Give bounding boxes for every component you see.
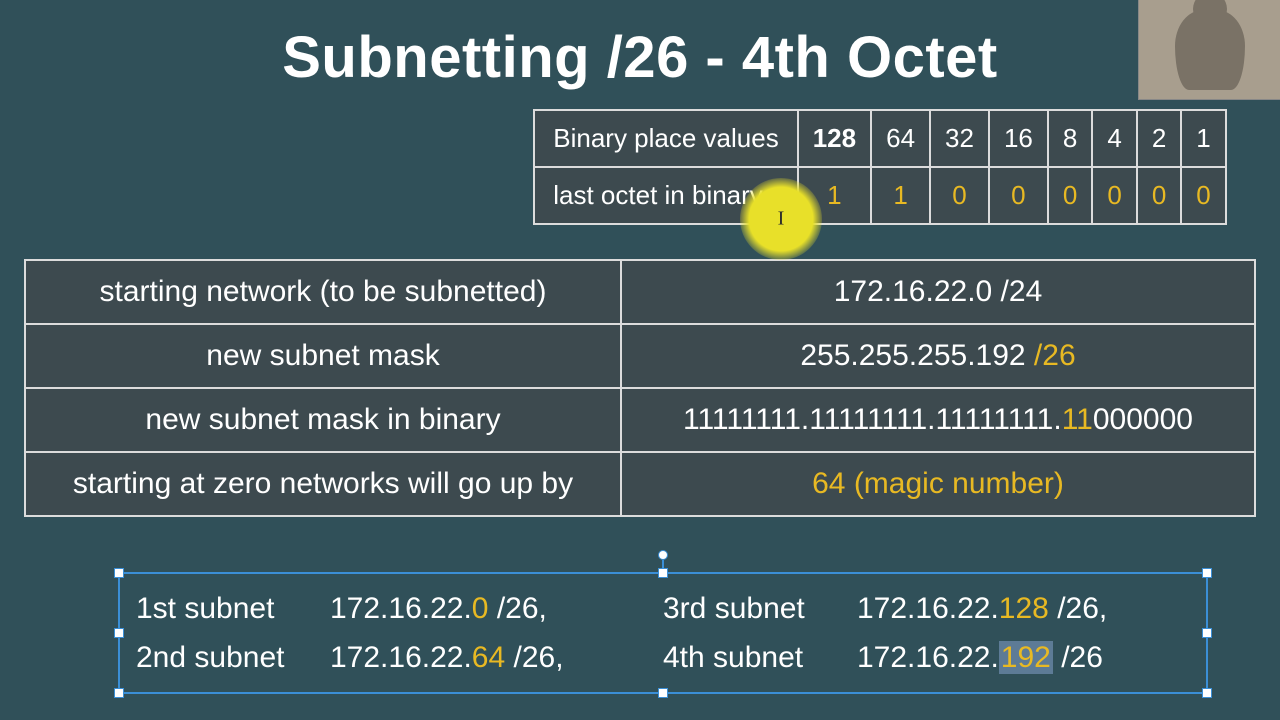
resize-handle-tl[interactable] (114, 568, 124, 578)
subnet-list-selected-box[interactable]: 1st subnet 172.16.22.0 /26, 3rd subnet 1… (118, 572, 1208, 694)
label-new-mask: new subnet mask (25, 324, 621, 388)
value-starting-network: 172.16.22.0 /24 (621, 260, 1255, 324)
bit-1: 0 (1181, 167, 1225, 224)
subnet-3-value: 172.16.22.128 /26, (857, 592, 1107, 626)
subnet-3: 3rd subnet 172.16.22.128 /26, (663, 584, 1190, 633)
subnet-4-value: 172.16.22.192 /26 (857, 641, 1103, 675)
resize-handle-tr[interactable] (1202, 568, 1212, 578)
bit-16: 0 (989, 167, 1048, 224)
subnet-1: 1st subnet 172.16.22.0 /26, (136, 584, 663, 633)
resize-handle-tc[interactable] (658, 568, 668, 578)
row-magic-number: starting at zero networks will go up by … (25, 452, 1255, 516)
place-128: 128 (798, 110, 871, 167)
place-32: 32 (930, 110, 989, 167)
subnet-1-value: 172.16.22.0 /26, (330, 592, 547, 626)
resize-handle-mr[interactable] (1202, 628, 1212, 638)
place-4: 4 (1092, 110, 1136, 167)
bit-8: 0 (1048, 167, 1092, 224)
binary-value-row: last octet in binary 1 1 0 0 0 0 0 0 (534, 167, 1226, 224)
place-2: 2 (1137, 110, 1181, 167)
label-starting-network: starting network (to be subnetted) (25, 260, 621, 324)
subnet-2-value: 172.16.22.64 /26, (330, 641, 564, 675)
value-new-mask-binary: 11111111.11111111.11111111.11000000 (621, 388, 1255, 452)
label-magic-number: starting at zero networks will go up by (25, 452, 621, 516)
bit-128: 1 (798, 167, 871, 224)
label-new-mask-binary: new subnet mask in binary (25, 388, 621, 452)
bit-32: 0 (930, 167, 989, 224)
presenter-silhouette-icon (1175, 10, 1245, 90)
subnet-2-label: 2nd subnet (136, 641, 296, 675)
subnet-4-label: 4th subnet (663, 641, 823, 675)
binary-header-row: Binary place values 128 64 32 16 8 4 2 1 (534, 110, 1226, 167)
rotation-handle-icon[interactable] (658, 550, 668, 560)
place-16: 16 (989, 110, 1048, 167)
subnet-4: 4th subnet 172.16.22.192 /26 (663, 633, 1190, 682)
text-selection: 192 (999, 641, 1053, 674)
subnet-2: 2nd subnet 172.16.22.64 /26, (136, 633, 663, 682)
resize-handle-bc[interactable] (658, 688, 668, 698)
resize-handle-bl[interactable] (114, 688, 124, 698)
binary-value-label: last octet in binary (534, 167, 797, 224)
binary-header-label: Binary place values (534, 110, 797, 167)
subnet-info-table: starting network (to be subnetted) 172.1… (24, 259, 1256, 517)
place-64: 64 (871, 110, 930, 167)
bit-4: 0 (1092, 167, 1136, 224)
row-new-mask: new subnet mask 255.255.255.192 /26 (25, 324, 1255, 388)
slide-title: Subnetting /26 - 4th Octet (0, 0, 1280, 91)
place-8: 8 (1048, 110, 1092, 167)
binary-place-value-table: Binary place values 128 64 32 16 8 4 2 1… (533, 109, 1227, 225)
subnet-1-label: 1st subnet (136, 592, 296, 626)
webcam-overlay (1138, 0, 1280, 100)
bit-64: 1 (871, 167, 930, 224)
subnet-3-label: 3rd subnet (663, 592, 823, 626)
value-new-mask: 255.255.255.192 /26 (621, 324, 1255, 388)
row-new-mask-binary: new subnet mask in binary 11111111.11111… (25, 388, 1255, 452)
resize-handle-br[interactable] (1202, 688, 1212, 698)
resize-handle-ml[interactable] (114, 628, 124, 638)
subnet-grid: 1st subnet 172.16.22.0 /26, 3rd subnet 1… (120, 574, 1206, 692)
place-1: 1 (1181, 110, 1225, 167)
value-magic-number: 64 (magic number) (621, 452, 1255, 516)
bit-2: 0 (1137, 167, 1181, 224)
row-starting-network: starting network (to be subnetted) 172.1… (25, 260, 1255, 324)
